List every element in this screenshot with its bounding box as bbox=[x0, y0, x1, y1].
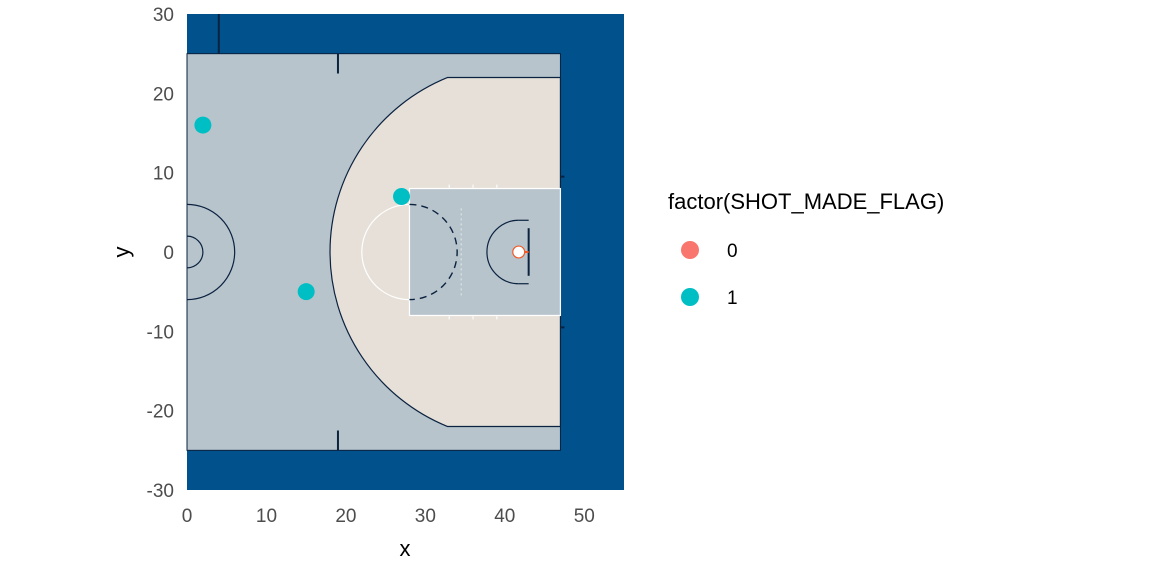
data-point-shot-1 bbox=[393, 187, 411, 205]
legend-key-1 bbox=[681, 288, 699, 306]
y-tick-label: -30 bbox=[147, 481, 174, 502]
rim bbox=[512, 245, 526, 259]
data-point-shot-1 bbox=[297, 283, 315, 301]
y-tick-label: -10 bbox=[147, 322, 174, 343]
y-tick-label: 20 bbox=[153, 84, 174, 105]
center-circle-outer bbox=[186, 203, 236, 301]
x-tick-label: 30 bbox=[415, 506, 436, 527]
free-throw-circle-inner bbox=[409, 203, 458, 301]
center-circle-inner bbox=[186, 235, 204, 269]
restricted-area bbox=[486, 219, 519, 285]
data-points bbox=[194, 116, 411, 301]
paint-area bbox=[408, 187, 562, 317]
x-tick-label: 10 bbox=[256, 506, 277, 527]
legend-label-0: 0 bbox=[727, 241, 738, 262]
legend-label-1: 1 bbox=[727, 288, 738, 309]
x-tick-label: 0 bbox=[182, 506, 193, 527]
court-background bbox=[186, 14, 624, 490]
legend: factor(SHOT_MADE_FLAG) 0 1 bbox=[668, 189, 944, 309]
x-axis-ticks: 0 10 20 30 40 50 bbox=[182, 506, 595, 527]
y-axis-ticks: -30 -20 -10 0 10 20 30 bbox=[147, 5, 174, 502]
y-tick-label: -20 bbox=[147, 402, 174, 423]
data-point-shot-1 bbox=[194, 116, 212, 134]
legend-title: factor(SHOT_MADE_FLAG) bbox=[668, 189, 944, 214]
x-tick-label: 40 bbox=[494, 506, 515, 527]
y-axis-title: y bbox=[109, 247, 134, 258]
x-tick-label: 20 bbox=[335, 506, 356, 527]
y-tick-label: 10 bbox=[153, 164, 174, 185]
y-tick-label: 0 bbox=[163, 243, 174, 264]
free-throw-circle-outer bbox=[361, 203, 410, 301]
legend-key-0 bbox=[681, 241, 699, 259]
y-tick-label: 30 bbox=[153, 5, 174, 26]
x-tick-label: 50 bbox=[574, 506, 595, 527]
x-axis-title: x bbox=[400, 536, 411, 561]
